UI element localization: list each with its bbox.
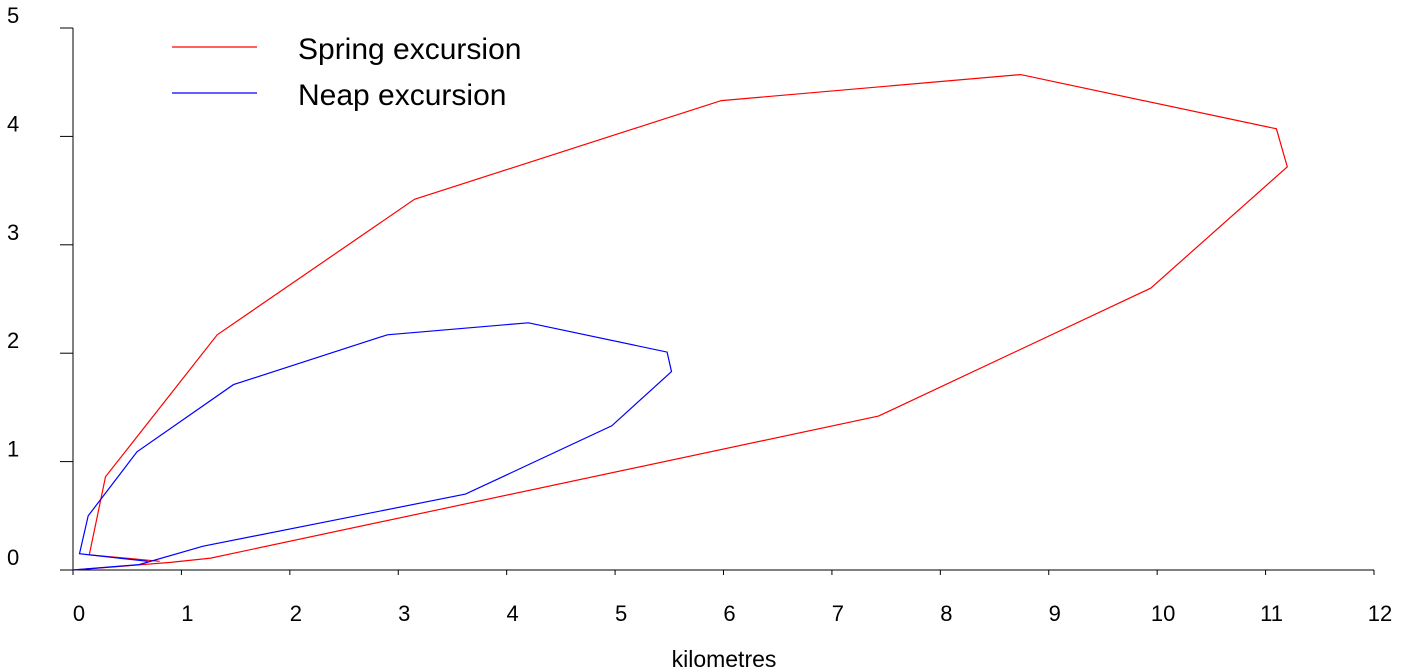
x-tick-label: 9 [1049, 601, 1061, 626]
x-tick-label: 2 [290, 601, 302, 626]
neap-excursion-line [72, 322, 673, 571]
spring-excursion-line [72, 73, 1288, 571]
y-tick-label: 1 [7, 437, 19, 462]
x-tick-label: 11 [1260, 601, 1283, 626]
x-tick-label: 8 [940, 601, 952, 626]
y-tick-label: 2 [7, 328, 19, 353]
x-tick-label: 1 [181, 601, 193, 626]
x-tick-label: 5 [615, 601, 627, 626]
x-tick-label: 6 [723, 601, 735, 626]
series-layer [72, 73, 1288, 571]
legend-label-spring-excursion: Spring excursion [298, 33, 521, 66]
x-tick-label: 3 [398, 601, 410, 626]
x-tick-label: 12 [1368, 601, 1392, 626]
legend-label-neap-excursion: Neap excursion [298, 79, 506, 112]
y-tick-label: 3 [7, 220, 19, 245]
legend: Spring excursion Neap excursion [172, 33, 521, 112]
y-tick-label: 0 [7, 545, 19, 570]
y-tick-label: 5 [7, 3, 19, 28]
x-tick-label: 7 [832, 601, 844, 626]
y-tick-label: 4 [7, 111, 19, 136]
x-tick-label: 0 [73, 601, 85, 626]
x-tick-label: 10 [1151, 601, 1175, 626]
x-tick-label: 4 [507, 601, 519, 626]
x-axis-label: kilometres [672, 646, 777, 672]
